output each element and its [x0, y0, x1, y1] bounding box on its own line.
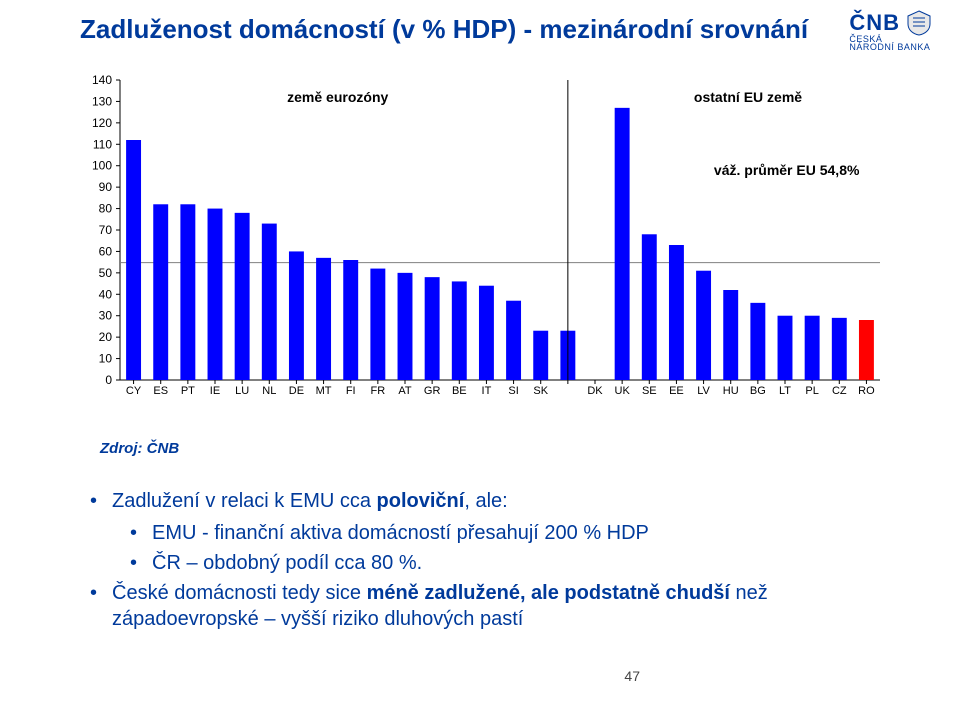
svg-text:20: 20 — [99, 330, 113, 344]
svg-text:HU: HU — [723, 385, 739, 397]
svg-text:120: 120 — [92, 116, 112, 130]
bullet-1-bold: poloviční — [377, 490, 465, 512]
bullet-2-pre: České domácnosti tedy sice — [112, 582, 367, 604]
svg-text:váž. průměr EU 54,8%: váž. průměr EU 54,8% — [714, 162, 860, 178]
svg-text:DE: DE — [289, 385, 304, 397]
bullets: • Zadlužení v relaci k EMU cca poloviční… — [90, 488, 870, 638]
svg-text:PT: PT — [181, 385, 195, 397]
svg-text:SK: SK — [533, 385, 548, 397]
svg-text:IE: IE — [210, 385, 220, 397]
svg-text:UK: UK — [615, 385, 631, 397]
svg-text:CY: CY — [126, 385, 142, 397]
svg-text:SE: SE — [642, 385, 657, 397]
bullet-1: • Zadlužení v relaci k EMU cca poloviční… — [90, 488, 870, 514]
page-number: 47 — [624, 668, 640, 684]
bullet-1a: • EMU - finanční aktiva domácností přesa… — [130, 520, 870, 546]
svg-text:DK: DK — [587, 385, 603, 397]
page-title: Zadluženost domácností (v % HDP) - mezin… — [80, 14, 808, 45]
logo-sub-2: NÁRODNÍ BANKA — [849, 42, 932, 52]
svg-text:FR: FR — [371, 385, 386, 397]
svg-text:EE: EE — [669, 385, 684, 397]
bullet-1a-text: EMU - finanční aktiva domácností přesahu… — [152, 520, 649, 546]
svg-text:AT: AT — [398, 385, 412, 397]
svg-text:0: 0 — [105, 373, 112, 387]
svg-text:130: 130 — [92, 94, 112, 108]
svg-text:10: 10 — [99, 352, 113, 366]
svg-text:RO: RO — [858, 385, 875, 397]
svg-text:FI: FI — [346, 385, 356, 397]
svg-text:IT: IT — [482, 385, 492, 397]
svg-text:GR: GR — [424, 385, 441, 397]
svg-text:MT: MT — [316, 385, 332, 397]
bullet-1-pre: Zadlužení v relaci k EMU cca — [112, 490, 377, 512]
chart-svg: 0 10 20 30 40 50 60 70 80 90 100 110 120 130 140 CY ES PT… — [80, 70, 900, 420]
svg-text:140: 140 — [92, 73, 112, 87]
svg-text:60: 60 — [99, 244, 113, 258]
bank-crest-icon — [906, 10, 932, 36]
bullet-1-post: , ale: — [464, 490, 507, 512]
svg-text:40: 40 — [99, 287, 113, 301]
svg-text:BG: BG — [750, 385, 766, 397]
svg-text:90: 90 — [99, 180, 113, 194]
svg-text:SI: SI — [508, 385, 518, 397]
svg-text:PL: PL — [805, 385, 818, 397]
chart: 0 10 20 30 40 50 60 70 80 90 100 110 120 130 140 CY ES PT… — [80, 70, 900, 420]
bullet-1b: • ČR – obdobný podíl cca 80 %. — [130, 550, 870, 576]
logo-abbr: ČNB — [849, 10, 900, 36]
svg-text:LV: LV — [697, 385, 710, 397]
svg-text:70: 70 — [99, 223, 113, 237]
bullet-1b-text: ČR – obdobný podíl cca 80 %. — [152, 550, 422, 576]
bullet-2: • České domácnosti tedy sice méně zadluž… — [90, 580, 870, 632]
svg-text:LU: LU — [235, 385, 249, 397]
svg-text:80: 80 — [99, 202, 113, 216]
bullet-2-bold: méně zadlužené, ale podstatně chudší — [367, 582, 730, 604]
svg-text:ostatní EU země: ostatní EU země — [694, 89, 802, 105]
svg-text:NL: NL — [262, 385, 276, 397]
svg-text:BE: BE — [452, 385, 467, 397]
svg-text:50: 50 — [99, 266, 113, 280]
svg-text:30: 30 — [99, 309, 113, 323]
source-label: Zdroj: ČNB — [100, 440, 179, 457]
svg-text:ES: ES — [153, 385, 168, 397]
svg-text:LT: LT — [779, 385, 791, 397]
logo: ČNB ČESKÁ NÁRODNÍ BANKA — [849, 10, 932, 52]
svg-text:země eurozóny: země eurozóny — [287, 89, 388, 105]
svg-text:CZ: CZ — [832, 385, 847, 397]
svg-text:100: 100 — [92, 159, 112, 173]
svg-text:110: 110 — [93, 137, 112, 151]
